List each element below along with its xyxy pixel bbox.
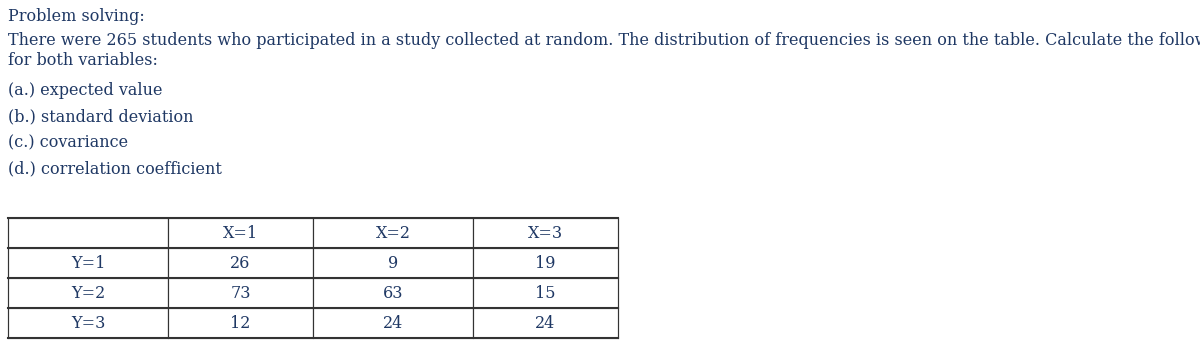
Bar [8, 278, 168, 308]
Text: X=3: X=3 [528, 224, 563, 242]
Bar [473, 308, 618, 338]
Text: for both variables:: for both variables: [8, 52, 158, 69]
Text: Y=3: Y=3 [71, 314, 106, 332]
Bar [8, 218, 168, 248]
Bar [473, 218, 618, 248]
Text: X=1: X=1 [223, 224, 258, 242]
Text: 12: 12 [230, 314, 251, 332]
Text: 26: 26 [230, 255, 251, 271]
Text: (d.) correlation coefficient: (d.) correlation coefficient [8, 160, 222, 177]
Text: There were 265 students who participated in a study collected at random. The dis: There were 265 students who participated… [8, 32, 1200, 49]
Text: (b.) standard deviation: (b.) standard deviation [8, 108, 193, 125]
Bar [313, 278, 473, 308]
Bar [313, 308, 473, 338]
Text: Y=1: Y=1 [71, 255, 106, 271]
Text: 9: 9 [388, 255, 398, 271]
Text: 15: 15 [535, 285, 556, 301]
Bar [168, 278, 313, 308]
Bar [313, 218, 473, 248]
Text: X=2: X=2 [376, 224, 410, 242]
Text: (a.) expected value: (a.) expected value [8, 82, 162, 99]
Bar [168, 308, 313, 338]
Text: (c.) covariance: (c.) covariance [8, 134, 128, 151]
Text: Y=2: Y=2 [71, 285, 106, 301]
Text: 63: 63 [383, 285, 403, 301]
Text: Problem solving:: Problem solving: [8, 8, 145, 25]
Text: 19: 19 [535, 255, 556, 271]
Bar [168, 218, 313, 248]
Bar [168, 248, 313, 278]
Bar [473, 278, 618, 308]
Bar [473, 248, 618, 278]
Text: 24: 24 [383, 314, 403, 332]
Bar [8, 248, 168, 278]
Text: 24: 24 [535, 314, 556, 332]
Bar [8, 308, 168, 338]
Bar [313, 248, 473, 278]
Text: 73: 73 [230, 285, 251, 301]
